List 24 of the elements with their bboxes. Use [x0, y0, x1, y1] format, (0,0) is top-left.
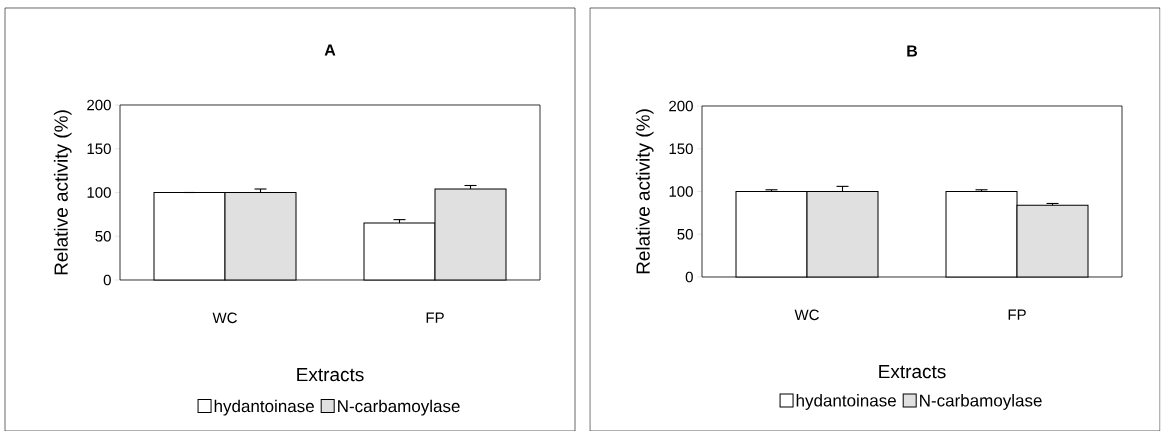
y-tick-label: 150 — [87, 143, 111, 154]
x-tick-label: WC — [794, 309, 819, 320]
y-tick-label: 200 — [669, 100, 693, 112]
y-tick-label: 50 — [677, 228, 693, 240]
chart-title: B — [907, 45, 918, 57]
y-tick-label: 50 — [95, 230, 111, 242]
legend-label: hydantoinase — [214, 399, 314, 416]
y-tick-label: 0 — [685, 271, 693, 283]
y-axis-title: Relative activity (%) — [635, 109, 654, 274]
legend-label: N-carbamoylase — [338, 399, 460, 416]
chart-title: A — [324, 44, 336, 56]
legend-label: N-carbamoylase — [920, 393, 1042, 410]
y-tick-label: 100 — [669, 186, 693, 197]
x-axis-title: Extracts — [879, 364, 946, 379]
y-tick-label: 150 — [669, 143, 693, 154]
y-tick-label: 200 — [87, 99, 111, 111]
y-tick-label: 0 — [103, 274, 111, 286]
y-axis-title: Relative activity (%) — [53, 110, 72, 275]
x-tick-label: FP — [426, 312, 444, 323]
legend-label: hydantoinase — [796, 393, 896, 410]
x-tick-label: FP — [1008, 309, 1026, 320]
x-axis-title: Extracts — [297, 367, 364, 382]
y-tick-label: 100 — [87, 187, 111, 198]
x-tick-label: WC — [212, 312, 237, 323]
